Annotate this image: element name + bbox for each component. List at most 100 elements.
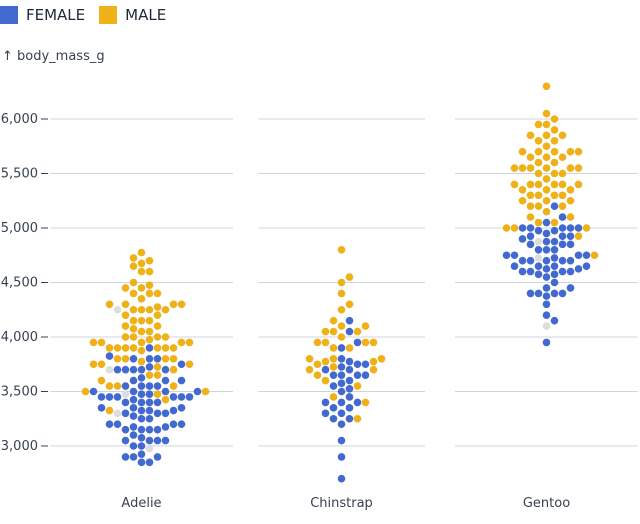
dot-chinstrap-female <box>329 371 338 379</box>
dot-chinstrap-female <box>321 398 330 407</box>
dot-chinstrap-female <box>337 379 346 388</box>
dot-gentoo-null <box>534 237 543 246</box>
x-tick-label: Chinstrap <box>310 496 373 511</box>
dot-gentoo-male <box>574 180 583 189</box>
dot-gentoo-male <box>534 191 543 200</box>
dot-chinstrap-female <box>329 414 338 423</box>
y-tick-label: 3,000 <box>1 439 38 454</box>
dot-gentoo-male <box>518 164 527 172</box>
dot-adelie-female <box>161 409 170 418</box>
dot-adelie-male <box>161 344 170 352</box>
dot-gentoo-female <box>550 278 559 287</box>
dot-adelie-male <box>137 295 146 303</box>
dot-adelie-female <box>145 390 154 399</box>
dot-adelie-male <box>161 305 170 314</box>
dot-adelie-female <box>121 425 130 434</box>
dot-chinstrap-female <box>345 414 354 423</box>
dot-adelie-male <box>113 382 122 390</box>
dot-gentoo-male <box>550 115 559 123</box>
dot-chinstrap-female <box>361 371 370 379</box>
dot-adelie-female <box>145 458 154 467</box>
dot-chinstrap-male <box>329 355 338 363</box>
dot-gentoo-male <box>510 164 519 172</box>
dot-chinstrap-male <box>313 338 322 347</box>
dot-chinstrap-male <box>337 333 346 341</box>
dot-adelie-male <box>81 387 90 396</box>
dot-gentoo-male <box>566 186 575 194</box>
dot-chinstrap-male <box>321 357 330 366</box>
dot-adelie-female <box>121 453 130 461</box>
dot-gentoo-female <box>550 246 559 254</box>
dot-adelie-male <box>145 289 154 298</box>
dot-gentoo-female <box>566 267 575 276</box>
dot-gentoo-male <box>590 251 599 260</box>
dot-gentoo-male <box>550 147 559 156</box>
dot-gentoo-female <box>558 224 567 232</box>
dot-adelie-male <box>177 300 186 309</box>
dot-gentoo-male <box>526 191 535 200</box>
dot-gentoo-female <box>526 256 535 265</box>
dot-adelie-female <box>153 382 162 390</box>
x-tick-label: Gentoo <box>523 496 570 511</box>
dot-chinstrap-female <box>345 404 354 412</box>
dot-adelie-male <box>113 344 122 352</box>
dot-adelie-male <box>105 300 114 309</box>
dot-gentoo-female <box>550 237 559 246</box>
dot-chinstrap-male <box>321 376 330 385</box>
dot-adelie-male <box>97 376 106 385</box>
dot-gentoo-female <box>558 289 567 298</box>
legend: FEMALE MALE <box>0 6 180 24</box>
dot-gentoo-female <box>526 224 535 232</box>
dot-adelie-male <box>145 267 154 276</box>
dot-adelie-male <box>145 305 154 314</box>
dot-chinstrap-female <box>329 382 338 390</box>
dot-gentoo-female <box>574 265 583 273</box>
dot-chinstrap-male <box>313 371 322 379</box>
dot-gentoo-female <box>550 254 559 262</box>
dot-gentoo-male <box>526 164 535 172</box>
dot-chinstrap-male <box>345 273 354 281</box>
dot-gentoo-male <box>510 224 519 232</box>
dot-chinstrap-female <box>337 344 346 352</box>
dot-adelie-female <box>113 393 122 401</box>
dot-gentoo-female <box>518 235 527 243</box>
dot-gentoo-male <box>526 153 535 161</box>
dot-gentoo-female <box>534 246 543 254</box>
dot-chinstrap-male <box>369 357 378 366</box>
dot-adelie-male <box>129 333 138 341</box>
dot-chinstrap-female <box>337 387 346 396</box>
dot-chinstrap-male <box>353 414 362 423</box>
dot-adelie-male <box>137 316 146 325</box>
dot-gentoo-male <box>558 191 567 200</box>
dot-gentoo-male <box>550 180 559 189</box>
dot-gentoo-male <box>558 180 567 189</box>
dot-gentoo-female <box>542 284 551 292</box>
dot-adelie-female <box>89 387 98 396</box>
dot-gentoo-male <box>550 126 559 134</box>
dot-gentoo-female <box>582 251 591 260</box>
dot-adelie-female <box>129 412 138 420</box>
dot-chinstrap-male <box>345 344 354 352</box>
dot-gentoo-male <box>574 164 583 172</box>
dot-chinstrap-female <box>337 420 346 429</box>
dot-adelie-male <box>121 322 130 330</box>
dot-adelie-male <box>137 259 146 268</box>
dot-adelie-male <box>169 355 178 363</box>
dot-chinstrap-female <box>321 365 330 374</box>
dot-adelie-male <box>145 327 154 336</box>
dot-adelie-null <box>121 390 130 399</box>
dot-adelie-male <box>137 248 146 257</box>
dot-adelie-female <box>129 355 138 363</box>
dot-gentoo-female <box>518 256 527 265</box>
dot-gentoo-female <box>566 256 575 265</box>
dot-gentoo-female <box>534 226 543 235</box>
dot-gentoo-female <box>566 284 575 292</box>
dot-adelie-male <box>105 382 114 390</box>
dot-gentoo-male <box>526 131 535 140</box>
dot-adelie-male <box>145 371 154 379</box>
dot-chinstrap-male <box>337 278 346 287</box>
dot-adelie-male <box>169 344 178 352</box>
dot-gentoo-male <box>534 120 543 129</box>
dot-gentoo-male <box>566 213 575 221</box>
dot-gentoo-female <box>542 338 551 347</box>
